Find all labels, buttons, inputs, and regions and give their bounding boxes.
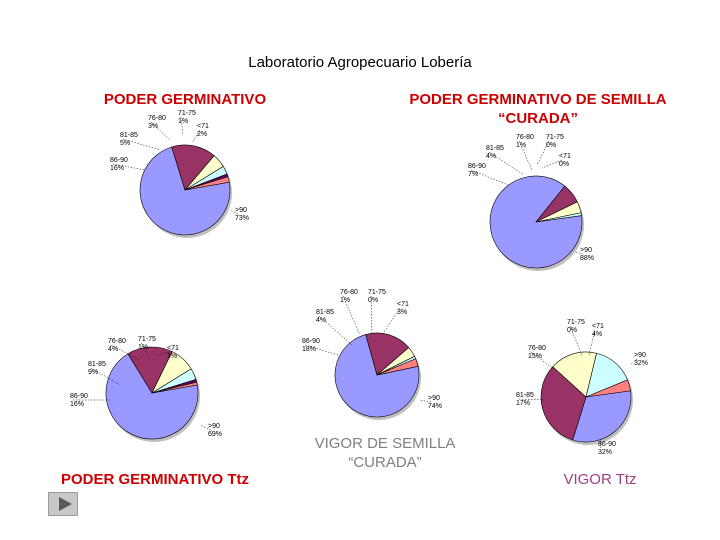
pie-label: 71-75 1% (138, 336, 156, 351)
pie-label-leader (229, 209, 239, 215)
pie-label: 86-90 16% (70, 393, 88, 408)
pie-label-leader (536, 140, 550, 166)
pie-pg_curada: >90 88% 86-90 7%81-85 4% 76-80 1% 71-75 0% <71 0% (468, 134, 594, 271)
pie-label-leader (530, 351, 556, 371)
pie-slice-86-90 (171, 144, 215, 191)
pie-label: 76-80 1% (340, 289, 358, 304)
pie-label-leader (318, 315, 353, 346)
pie-slice-86-90 (540, 366, 587, 441)
pie-label-leader (122, 138, 161, 151)
pie-label: 81-85 17% (516, 392, 534, 407)
pie-slice-lt71 (376, 358, 419, 376)
pie-label: 81-85 5% (120, 132, 138, 147)
play-arrow-icon (59, 497, 72, 511)
pie-label: 76-80 15% (528, 345, 546, 360)
pie-label: 71-75 0% (368, 289, 386, 304)
pie-label-leader (191, 129, 201, 144)
pie-label-leader (381, 307, 401, 336)
pie-label: >90 73% (235, 207, 249, 222)
pie-label-leader (488, 151, 525, 176)
pie-vigor_ttz: >90 32% 86-90 32% 81-85 17% 76-80 15% 71-75 0% <71… (516, 319, 648, 456)
pie-label: 81-85 4% (486, 145, 504, 160)
pie-label-leader (180, 116, 184, 136)
pie-label: <71 2% (197, 123, 209, 138)
pie-label-leader (155, 351, 171, 356)
pie-slice-lt71 (184, 176, 230, 191)
pie-label-leader (370, 295, 373, 336)
pie-label: 76-80 4% (108, 338, 126, 353)
pie-label: >90 69% (208, 423, 222, 438)
pie-slice-gt90 (105, 353, 199, 440)
pie-label: >90 74% (428, 395, 442, 410)
pie-label: 86-90 16% (110, 157, 128, 172)
pie-slice-86-90 (365, 332, 410, 376)
pie-label-leader (419, 399, 432, 403)
pie-slice-gt90 (334, 334, 420, 418)
pie-label-leader (470, 169, 509, 186)
pie-label-leader (199, 424, 212, 431)
pie-label-leader (150, 121, 171, 141)
pie-label-leader (140, 342, 149, 356)
pie-label: >90 32% (634, 352, 648, 367)
pie-pg_ttz: >90 69% 86-90 16% 81-85 9%76-80 4% 71-75 1% <71 1% (70, 336, 222, 442)
pie-label: 81-85 4% (316, 309, 334, 324)
pie-label: 76-80 3% (148, 115, 166, 130)
pie-label: 71-75 0% (567, 319, 585, 334)
pie-label: 71-75 1% (178, 110, 196, 125)
pie-vigor_curada: >90 74% 86-90 18% 81-85 4% 76-80 1% 71-75 0% <71 3% (302, 289, 442, 420)
pie-label-leader (541, 159, 563, 169)
heading-poder-germinativo: PODER GERMINATIVO (103, 91, 267, 108)
pie-label: <71 0% (559, 153, 571, 168)
pie-label-leader (599, 439, 602, 449)
heading-vigor-ttz: VIGOR Ttz (563, 471, 637, 488)
page-title: Laboratorio Agropecuario Lobería (248, 54, 472, 71)
pie-slice-lt71 (151, 381, 198, 394)
pie-slice-86-90 (127, 346, 173, 394)
pie-label: 76-80 1% (516, 134, 534, 149)
pie-pg: >90 73% 86-90 16% 81-85 5% 76-80 3% 71-75 1%<71 2% (110, 110, 249, 238)
pie-label: 71-75 0% (546, 134, 564, 149)
pie-label: 81-85 9% (88, 361, 106, 376)
pie-slice-gt90 (572, 390, 632, 443)
pie-label: 86-90 32% (598, 441, 616, 456)
pie-slice-76-80 (535, 212, 582, 223)
pie-label-leader (574, 251, 584, 255)
pie-slice-gt90 (139, 146, 231, 236)
pie-label-leader (588, 329, 596, 356)
pie-label: <71 4% (592, 323, 604, 338)
pie-label: <71 1% (167, 345, 179, 360)
heading-poder-germinativo-ttz: PODER GERMINATIVO Ttz (60, 471, 250, 488)
pie-label: >90 88% (580, 247, 594, 262)
pie-label-leader (569, 325, 583, 356)
heading-poder-germinativo-curada: PODER GERMINATIVO DE SEMILLA “CURADA” (409, 91, 667, 127)
pie-label-leader (342, 295, 361, 336)
pie-label-leader (110, 344, 141, 361)
pie-label-leader (518, 140, 533, 171)
pie-label: 86-90 7% (468, 163, 486, 178)
heading-vigor-curada: VIGOR DE SEMILLA “CURADA” (314, 435, 456, 471)
pie-slice-lt71 (585, 379, 631, 398)
pie-label: 86-90 18% (302, 338, 320, 353)
pie-label-leader (518, 398, 546, 401)
pie-slice-81-85 (552, 351, 597, 398)
pie-label: <71 3% (397, 301, 409, 316)
pie-label-leader (112, 163, 146, 171)
pie-label-leader (90, 367, 121, 386)
next-slide-button[interactable] (48, 492, 78, 516)
